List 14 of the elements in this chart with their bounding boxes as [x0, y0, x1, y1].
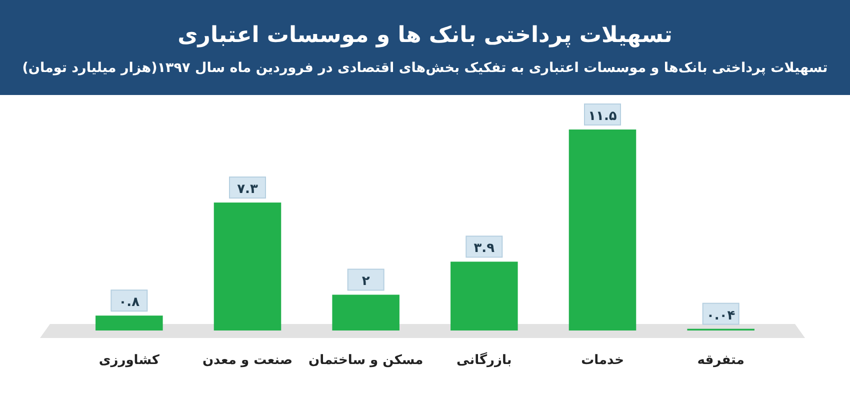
subtitle: تسهیلات پرداختی بانک‌ها و موسسات اعتباری به تفکیک بخش‌های اقتصادی در فروردین ماه سال ۱۳۹۷(هزار میلیارد تومان)	[22, 60, 828, 76]
title: تسهیلات پرداختی بانک ها و موسسات اعتباری	[178, 23, 672, 48]
data-label: ۰.۰۴	[706, 308, 736, 324]
x-tick-label: کشاورزی	[98, 353, 160, 368]
x-tick-label: متفرقه	[697, 353, 744, 368]
x-tick-label: خدمات	[581, 353, 624, 368]
data-label: ۲	[362, 274, 370, 290]
x-tick-label: مسکن و ساختمان	[308, 353, 424, 368]
data-label: ۱۱.۵	[588, 109, 617, 124]
data-label: ۷.۳	[237, 182, 258, 198]
data-label: ۳.۹	[474, 241, 495, 256]
data-label: ۰.۸	[118, 295, 140, 310]
x-tick-label: بازرگانی	[456, 353, 512, 368]
x-tick-label: صنعت و معدن	[202, 353, 293, 368]
